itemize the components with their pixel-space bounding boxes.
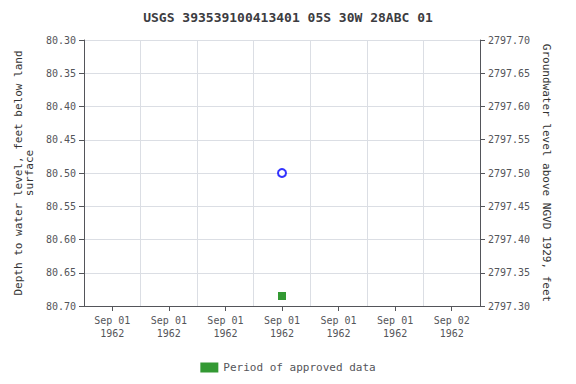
svg-text:Sep 01: Sep 01 — [264, 315, 300, 326]
svg-text:2797.35: 2797.35 — [488, 267, 530, 278]
svg-text:2797.70: 2797.70 — [488, 35, 530, 46]
svg-text:USGS 393539100413401 05S 30W 2: USGS 393539100413401 05S 30W 28ABC 01 — [143, 10, 433, 25]
svg-text:1962: 1962 — [440, 328, 464, 339]
svg-text:2797.55: 2797.55 — [488, 134, 530, 145]
svg-text:surface: surface — [23, 150, 36, 196]
svg-text:2797.30: 2797.30 — [488, 301, 530, 312]
svg-text:Groundwater level above NGVD 1: Groundwater level above NGVD 1929, feet — [540, 44, 553, 302]
svg-text:Depth to water level, feet bel: Depth to water level, feet below land — [12, 50, 25, 296]
svg-text:1962: 1962 — [383, 328, 407, 339]
svg-text:2797.60: 2797.60 — [488, 101, 530, 112]
svg-text:1962: 1962 — [213, 328, 237, 339]
svg-text:1962: 1962 — [327, 328, 351, 339]
svg-text:80.35: 80.35 — [46, 68, 76, 79]
svg-text:80.50: 80.50 — [46, 168, 76, 179]
svg-text:2797.50: 2797.50 — [488, 168, 530, 179]
svg-text:1962: 1962 — [270, 328, 294, 339]
svg-text:Sep 01: Sep 01 — [207, 315, 243, 326]
svg-text:80.65: 80.65 — [46, 267, 76, 278]
svg-text:Sep 01: Sep 01 — [94, 315, 130, 326]
svg-text:Sep 01: Sep 01 — [377, 315, 413, 326]
svg-text:80.70: 80.70 — [46, 301, 76, 312]
svg-text:80.30: 80.30 — [46, 35, 76, 46]
svg-text:Sep 01: Sep 01 — [321, 315, 357, 326]
svg-text:80.45: 80.45 — [46, 134, 76, 145]
svg-text:Period of approved data: Period of approved data — [223, 361, 375, 374]
svg-text:80.40: 80.40 — [46, 101, 76, 112]
svg-text:2797.40: 2797.40 — [488, 234, 530, 245]
svg-text:Sep 01: Sep 01 — [151, 315, 187, 326]
svg-text:80.55: 80.55 — [46, 201, 76, 212]
svg-text:2797.65: 2797.65 — [488, 68, 530, 79]
svg-text:80.60: 80.60 — [46, 234, 76, 245]
svg-text:1962: 1962 — [157, 328, 181, 339]
svg-text:Sep 02: Sep 02 — [434, 315, 470, 326]
svg-text:1962: 1962 — [100, 328, 124, 339]
svg-text:2797.45: 2797.45 — [488, 201, 530, 212]
